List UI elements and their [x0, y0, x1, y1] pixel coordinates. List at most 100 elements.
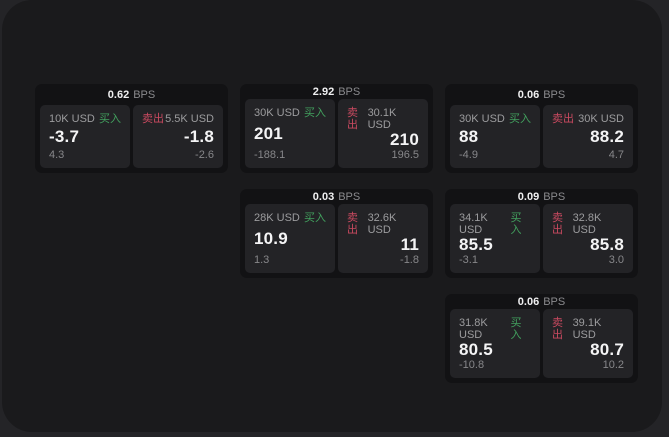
- sell-size-label: 32.8K USD: [572, 212, 602, 236]
- buy-price: -3.7: [49, 127, 80, 146]
- buy-size-label: 30K USD: [459, 113, 505, 125]
- spread-header: 0.06 BPS: [445, 84, 638, 105]
- sell-size-label: 32.6K USD: [367, 212, 397, 236]
- buy-tile[interactable]: 28K USD 买入 10.9 1.3: [245, 204, 335, 273]
- buy-change: 4.3: [49, 149, 65, 161]
- quote-tiles: 30K USD 买入 201 -188.1 卖出 30.1K USD 210 1…: [240, 99, 433, 173]
- sell-tile-header: 卖出 39.1K USD: [552, 317, 624, 341]
- sell-tile[interactable]: 卖出 39.1K USD 80.7 10.2: [543, 309, 633, 378]
- sell-tile[interactable]: 卖出 30K USD 88.2 4.7: [543, 105, 633, 168]
- sell-change: 196.5: [391, 149, 419, 161]
- sell-tile[interactable]: 卖出 30.1K USD 210 196.5: [338, 99, 428, 168]
- spread-unit: BPS: [543, 190, 566, 203]
- buy-price: 88: [459, 127, 479, 146]
- sell-tile[interactable]: 卖出 32.6K USD 11 -1.8: [338, 204, 428, 273]
- sell-size-label: 39.1K USD: [572, 317, 602, 341]
- sell-side-label: 卖出: [552, 212, 563, 236]
- spread-header: 0.06 BPS: [445, 294, 638, 309]
- buy-tile-header: 30K USD 买入: [459, 113, 531, 125]
- buy-size-label: 34.1K USD: [459, 212, 488, 236]
- buy-tile[interactable]: 30K USD 买入 88 -4.9: [450, 105, 540, 168]
- quote-card: 0.62 BPS 10K USD 买入 -3.7 4.3 卖出 5.5K USD…: [35, 84, 228, 173]
- sell-side-label: 卖出: [552, 113, 574, 125]
- quote-card: 0.06 BPS 30K USD 买入 88 -4.9 卖出 30K USD 8…: [445, 84, 638, 173]
- sell-price: -1.8: [183, 127, 214, 146]
- buy-tile-header: 31.8K USD 买入: [459, 317, 531, 341]
- spread-header: 0.03 BPS: [240, 189, 433, 204]
- sell-price: 11: [400, 235, 419, 254]
- buy-tile-header: 28K USD 买入: [254, 212, 326, 224]
- quote-card: 0.03 BPS 28K USD 买入 10.9 1.3 卖出 32.6K US…: [240, 189, 433, 278]
- buy-tile[interactable]: 34.1K USD 买入 85.5 -3.1: [450, 204, 540, 273]
- buy-size-label: 28K USD: [254, 212, 300, 224]
- buy-side-label: 买入: [509, 113, 531, 125]
- spread-value: 0.06: [517, 88, 540, 101]
- buy-size-label: 31.8K USD: [459, 317, 488, 341]
- app-panel: 0.62 BPS 10K USD 买入 -3.7 4.3 卖出 5.5K USD…: [2, 0, 662, 432]
- buy-side-label: 买入: [304, 107, 326, 119]
- buy-side-label: 买入: [304, 212, 326, 224]
- buy-tile-header: 10K USD 买入: [49, 113, 121, 125]
- buy-price: 10.9: [254, 229, 288, 248]
- sell-tile-header: 卖出 30K USD: [552, 113, 624, 125]
- spread-value: 0.06: [517, 295, 540, 308]
- buy-size-label: 30K USD: [254, 107, 300, 119]
- sell-side-label: 卖出: [552, 317, 563, 341]
- spread-unit: BPS: [338, 85, 361, 98]
- quote-tiles: 28K USD 买入 10.9 1.3 卖出 32.6K USD 11 -1.8: [240, 204, 433, 278]
- buy-tile[interactable]: 30K USD 买入 201 -188.1: [245, 99, 335, 168]
- spread-header: 0.09 BPS: [445, 189, 638, 204]
- sell-tile[interactable]: 卖出 5.5K USD -1.8 -2.6: [133, 105, 223, 168]
- sell-change: 3.0: [608, 254, 624, 266]
- sell-side-label: 卖出: [347, 212, 358, 236]
- buy-tile[interactable]: 10K USD 买入 -3.7 4.3: [40, 105, 130, 168]
- sell-price: 210: [390, 130, 419, 149]
- sell-change: -1.8: [400, 254, 419, 266]
- spread-value: 2.92: [312, 85, 335, 98]
- buy-change: -10.8: [459, 359, 485, 371]
- buy-side-label: 买入: [510, 317, 522, 341]
- spread-unit: BPS: [338, 190, 361, 203]
- spread-unit: BPS: [543, 88, 566, 101]
- spread-unit: BPS: [543, 295, 566, 308]
- sell-tile-header: 卖出 30.1K USD: [347, 107, 419, 131]
- buy-side-label: 买入: [99, 113, 121, 125]
- sell-tile-header: 卖出 32.6K USD: [347, 212, 419, 236]
- buy-price: 80.5: [459, 340, 493, 359]
- quote-card: 0.06 BPS 31.8K USD 买入 80.5 -10.8 卖出 39.1…: [445, 294, 638, 383]
- sell-size-label: 5.5K USD: [165, 113, 214, 125]
- quote-tiles: 34.1K USD 买入 85.5 -3.1 卖出 32.8K USD 85.8…: [445, 204, 638, 278]
- buy-change: -4.9: [459, 149, 478, 161]
- buy-change: -188.1: [254, 149, 286, 161]
- spread-value: 0.62: [107, 88, 130, 101]
- buy-tile[interactable]: 31.8K USD 买入 80.5 -10.8: [450, 309, 540, 378]
- quote-card: 0.09 BPS 34.1K USD 买入 85.5 -3.1 卖出 32.8K…: [445, 189, 638, 278]
- sell-size-label: 30.1K USD: [367, 107, 397, 131]
- buy-price: 201: [254, 124, 283, 143]
- buy-side-label: 买入: [510, 212, 522, 236]
- sell-tile-header: 卖出 32.8K USD: [552, 212, 624, 236]
- quote-tiles: 10K USD 买入 -3.7 4.3 卖出 5.5K USD -1.8 -2.…: [35, 105, 228, 173]
- quote-card: 2.92 BPS 30K USD 买入 201 -188.1 卖出 30.1K …: [240, 84, 433, 173]
- sell-size-label: 30K USD: [578, 113, 624, 125]
- buy-change: -3.1: [459, 254, 478, 266]
- quote-tiles: 31.8K USD 买入 80.5 -10.8 卖出 39.1K USD 80.…: [445, 309, 638, 383]
- sell-side-label: 卖出: [347, 107, 358, 131]
- buy-price: 85.5: [459, 235, 493, 254]
- buy-change: 1.3: [254, 254, 270, 266]
- sell-price: 85.8: [590, 235, 624, 254]
- spread-header: 0.62 BPS: [35, 84, 228, 105]
- spread-unit: BPS: [133, 88, 156, 101]
- spread-value: 0.03: [312, 190, 335, 203]
- sell-price: 88.2: [590, 127, 624, 146]
- sell-tile[interactable]: 卖出 32.8K USD 85.8 3.0: [543, 204, 633, 273]
- sell-change: 10.2: [602, 359, 624, 371]
- buy-tile-header: 34.1K USD 买入: [459, 212, 531, 236]
- sell-side-label: 卖出: [142, 113, 164, 125]
- sell-price: 80.7: [590, 340, 624, 359]
- quotes-grid: 0.62 BPS 10K USD 买入 -3.7 4.3 卖出 5.5K USD…: [35, 84, 638, 383]
- sell-change: 4.7: [608, 149, 624, 161]
- buy-tile-header: 30K USD 买入: [254, 107, 326, 119]
- spread-header: 2.92 BPS: [240, 84, 433, 99]
- sell-change: -2.6: [195, 149, 214, 161]
